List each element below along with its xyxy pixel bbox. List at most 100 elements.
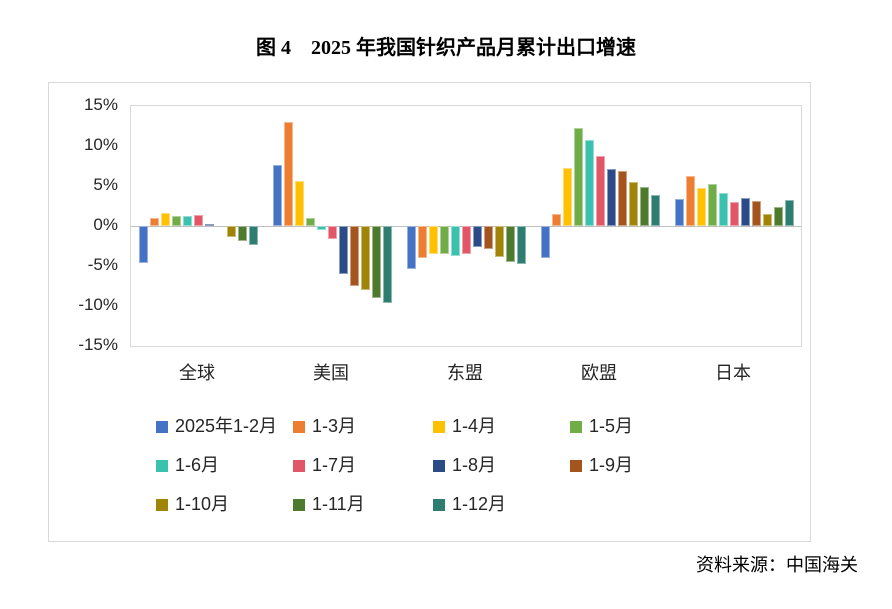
legend-swatch bbox=[293, 460, 305, 472]
legend-label: 1-9月 bbox=[589, 455, 634, 475]
chart-bar bbox=[226, 226, 236, 238]
legend-swatch bbox=[293, 421, 305, 433]
chart-bar bbox=[193, 214, 203, 226]
chart-bar bbox=[272, 165, 282, 226]
legend-swatch bbox=[570, 421, 582, 433]
chart-bar bbox=[327, 226, 337, 239]
legend-item: 1-9月 bbox=[570, 452, 633, 478]
legend-label: 2025年1-2月 bbox=[175, 416, 278, 436]
legend-item: 1-3月 bbox=[293, 413, 356, 439]
chart-bar bbox=[305, 218, 315, 226]
chart-bar bbox=[707, 183, 717, 226]
chart-bar bbox=[406, 226, 416, 270]
chart-bar bbox=[349, 226, 359, 286]
chart-bar bbox=[171, 215, 181, 226]
chart-bar bbox=[674, 198, 684, 226]
legend-item: 2025年1-2月 bbox=[156, 413, 277, 439]
chart-bar bbox=[516, 226, 526, 264]
category-label: 欧盟 bbox=[581, 363, 617, 383]
legend-label: 1-3月 bbox=[312, 416, 357, 436]
chart-bar bbox=[540, 226, 550, 258]
chart-title: 图 4 2025 年我国针织产品月累计出口增速 bbox=[256, 37, 636, 59]
chart-bar bbox=[551, 214, 561, 226]
y-axis: 15% 10% 5% 0% -5% -10% -15% bbox=[40, 94, 118, 356]
legend-item: 1-7月 bbox=[293, 452, 356, 478]
legend: 2025年1-2月 1-3月 1-4月 1-5月 1-6月 1-7月 1-8月 1-9月 1-1… bbox=[140, 413, 760, 531]
category-label: 全球 bbox=[179, 363, 215, 383]
chart-bar bbox=[204, 223, 214, 226]
chart-bar bbox=[360, 226, 370, 290]
chart-bar bbox=[483, 226, 493, 250]
chart-bar bbox=[729, 202, 739, 226]
y-tick-label: -15% bbox=[78, 335, 118, 354]
legend-item: 1-10月 bbox=[156, 491, 229, 517]
legend-swatch bbox=[433, 499, 445, 511]
legend-label: 1-11月 bbox=[312, 494, 365, 514]
chart-bar bbox=[617, 170, 627, 226]
chart-bar bbox=[283, 122, 293, 226]
legend-swatch bbox=[433, 421, 445, 433]
legend-swatch bbox=[156, 421, 168, 433]
chart-bar bbox=[751, 201, 761, 226]
chart-bar bbox=[584, 140, 594, 226]
chart-bar bbox=[182, 216, 192, 226]
chart-bar bbox=[472, 226, 482, 247]
chart-bar bbox=[382, 226, 392, 303]
plot-area bbox=[130, 105, 802, 347]
legend-swatch bbox=[156, 499, 168, 511]
chart-bar bbox=[562, 167, 572, 226]
legend-label: 1-7月 bbox=[312, 455, 357, 475]
legend-label: 1-8月 bbox=[452, 455, 497, 475]
legend-label: 1-5月 bbox=[589, 416, 634, 436]
chart-bar bbox=[461, 226, 471, 254]
chart-bar bbox=[371, 226, 381, 298]
legend-item: 1-6月 bbox=[156, 452, 219, 478]
chart-bar bbox=[650, 194, 660, 226]
y-tick-label: 10% bbox=[83, 135, 118, 154]
legend-label: 1-6月 bbox=[175, 455, 220, 475]
chart-bar bbox=[494, 226, 504, 258]
chart-bar bbox=[595, 155, 605, 226]
chart-bar bbox=[138, 226, 148, 263]
legend-swatch bbox=[570, 460, 582, 472]
y-tick-label: -5% bbox=[87, 255, 118, 274]
chart-bar bbox=[149, 218, 159, 226]
chart-bar bbox=[237, 226, 247, 242]
chart-bar bbox=[450, 226, 460, 256]
chart-bar bbox=[628, 182, 638, 226]
source-note: 资料来源：中国海关 bbox=[696, 555, 858, 575]
category-label: 东盟 bbox=[447, 363, 483, 383]
chart-bar bbox=[784, 200, 794, 226]
legend-item: 1-12月 bbox=[433, 491, 506, 517]
legend-label: 1-12月 bbox=[452, 494, 507, 514]
chart-bar bbox=[428, 226, 438, 254]
y-tick-label: 0% bbox=[93, 215, 118, 234]
legend-item: 1-11月 bbox=[293, 491, 365, 517]
legend-swatch bbox=[433, 460, 445, 472]
chart-bar bbox=[696, 187, 706, 226]
chart-bar bbox=[505, 226, 515, 262]
chart-bar bbox=[685, 176, 695, 226]
legend-item: 1-8月 bbox=[433, 452, 496, 478]
chart-bar bbox=[338, 226, 348, 274]
y-tick-label: 15% bbox=[83, 95, 118, 114]
legend-label: 1-4月 bbox=[452, 416, 497, 436]
legend-item: 1-5月 bbox=[570, 413, 633, 439]
chart-bar bbox=[762, 214, 772, 226]
chart-frame bbox=[48, 82, 811, 542]
legend-label: 1-10月 bbox=[175, 494, 230, 514]
chart-bar bbox=[773, 206, 783, 226]
legend-item: 1-4月 bbox=[433, 413, 496, 439]
chart-bar bbox=[639, 186, 649, 226]
chart-bar bbox=[248, 226, 258, 246]
category-label: 美国 bbox=[313, 363, 349, 383]
y-tick-label: 5% bbox=[93, 175, 118, 194]
chart-bar bbox=[160, 213, 170, 226]
chart-bar bbox=[740, 198, 750, 226]
chart-bar bbox=[718, 193, 728, 226]
y-tick-label: -10% bbox=[78, 295, 118, 314]
chart-bar bbox=[439, 226, 449, 254]
chart-bar bbox=[316, 226, 326, 230]
x-axis-categories: 全球 美国 东盟 欧盟 日本 bbox=[130, 359, 800, 383]
chart-bar bbox=[606, 169, 616, 226]
